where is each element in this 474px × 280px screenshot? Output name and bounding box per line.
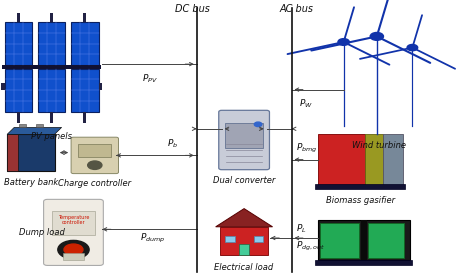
Text: Biomass gasifier: Biomass gasifier <box>326 196 395 205</box>
Bar <box>17 112 20 123</box>
Bar <box>17 13 20 22</box>
Text: Battery bank: Battery bank <box>4 178 58 187</box>
Bar <box>368 223 403 258</box>
Text: Wind turbine: Wind turbine <box>352 141 406 150</box>
Text: $P_L$: $P_L$ <box>296 223 307 235</box>
Bar <box>239 244 249 255</box>
Bar <box>52 211 95 235</box>
Bar <box>19 124 26 127</box>
Text: AC bus: AC bus <box>279 4 313 14</box>
Bar <box>225 236 235 242</box>
Bar <box>83 13 86 22</box>
Circle shape <box>338 39 349 45</box>
Bar <box>99 83 102 90</box>
Bar <box>5 22 32 65</box>
Circle shape <box>407 45 418 51</box>
Circle shape <box>88 161 102 169</box>
Text: Dual converter: Dual converter <box>213 176 275 185</box>
Bar <box>5 69 32 112</box>
Text: DC bus: DC bus <box>174 4 210 14</box>
Bar <box>63 253 84 260</box>
Bar <box>78 144 111 157</box>
Circle shape <box>58 241 89 259</box>
FancyBboxPatch shape <box>219 110 269 170</box>
Text: $P_b$: $P_b$ <box>166 137 178 150</box>
Bar <box>383 134 403 185</box>
Bar <box>254 236 263 242</box>
Polygon shape <box>216 209 273 227</box>
Bar <box>318 134 365 185</box>
Bar <box>38 69 65 112</box>
Bar <box>315 184 405 189</box>
Bar <box>71 69 99 112</box>
Bar <box>365 134 383 185</box>
Circle shape <box>64 244 83 255</box>
Circle shape <box>254 122 262 127</box>
Bar <box>36 124 43 127</box>
Text: Electrical load: Electrical load <box>214 263 274 272</box>
Text: $P_{dump}$: $P_{dump}$ <box>140 232 165 245</box>
Text: Temperature
controller: Temperature controller <box>58 215 89 225</box>
Bar <box>7 134 55 171</box>
Circle shape <box>370 32 383 40</box>
Bar <box>71 22 99 65</box>
Bar <box>2 65 101 69</box>
Bar <box>38 22 65 65</box>
Text: $P_{dg,out}$: $P_{dg,out}$ <box>296 239 326 253</box>
Bar <box>50 13 53 22</box>
Bar <box>220 227 268 255</box>
Bar <box>83 112 86 123</box>
Polygon shape <box>7 127 62 134</box>
Text: Charge controller: Charge controller <box>58 179 131 188</box>
Bar <box>320 223 359 258</box>
Bar <box>7 134 18 171</box>
FancyBboxPatch shape <box>71 137 118 174</box>
Bar <box>318 220 410 260</box>
Text: PV panels: PV panels <box>31 132 72 141</box>
FancyBboxPatch shape <box>44 199 103 265</box>
Bar <box>226 123 263 148</box>
Text: Dump load: Dump load <box>19 228 65 237</box>
Bar <box>50 112 53 123</box>
Bar <box>315 260 412 265</box>
Text: $P_{bmg}$: $P_{bmg}$ <box>296 142 318 155</box>
Text: $P_{PV}$: $P_{PV}$ <box>142 73 157 85</box>
Bar <box>361 220 367 260</box>
Text: $P_W$: $P_W$ <box>299 98 312 111</box>
Bar <box>1 83 5 90</box>
